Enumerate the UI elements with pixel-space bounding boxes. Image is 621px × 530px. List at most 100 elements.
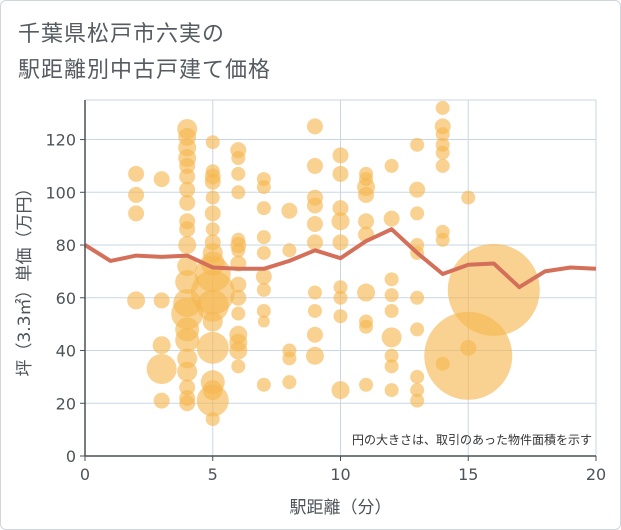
data-bubble <box>333 280 348 295</box>
bubble-layer <box>127 100 540 427</box>
data-bubble <box>306 197 323 214</box>
data-bubble <box>256 282 271 297</box>
data-bubble <box>409 181 426 198</box>
data-bubble <box>256 180 271 195</box>
data-bubble <box>384 272 399 287</box>
data-bubble <box>255 268 272 285</box>
data-bubble <box>333 309 348 324</box>
data-bubble <box>384 158 399 173</box>
data-bubble <box>231 185 246 200</box>
y-tick-label: 80 <box>56 236 76 255</box>
y-tick-label: 120 <box>45 131 76 150</box>
x-tick-label: 0 <box>80 465 90 484</box>
data-bubble <box>357 283 376 302</box>
chart-title-line-2: 駅距離別中古戸建て価格 <box>18 58 272 83</box>
data-bubble <box>256 230 271 245</box>
x-tick-label: 10 <box>330 465 350 484</box>
data-bubble <box>256 245 271 260</box>
data-bubble <box>128 165 145 182</box>
data-bubble <box>307 285 322 300</box>
data-bubble <box>205 190 220 205</box>
data-bubble <box>256 201 271 216</box>
data-bubble <box>179 221 196 238</box>
data-bubble <box>231 166 246 181</box>
data-bubble <box>435 158 450 173</box>
data-bubble <box>196 331 229 364</box>
data-bubble <box>359 377 374 392</box>
data-bubble <box>384 303 399 318</box>
data-bubble <box>435 232 450 247</box>
data-bubble <box>205 412 220 427</box>
data-bubble <box>358 186 375 203</box>
data-bubble <box>127 291 146 310</box>
data-bubble <box>306 118 323 135</box>
x-tick-label: 20 <box>586 465 606 484</box>
y-tick-label: 0 <box>66 447 76 466</box>
data-bubble <box>177 361 198 382</box>
data-bubble <box>229 341 248 360</box>
trend-line-layer <box>83 227 597 290</box>
data-bubble <box>179 181 196 198</box>
data-bubble <box>306 215 323 232</box>
data-bubble <box>231 306 246 321</box>
data-bubble <box>410 383 425 398</box>
data-bubble <box>332 165 349 182</box>
y-tick-label: 100 <box>45 183 76 202</box>
data-bubble <box>282 375 297 390</box>
data-bubble <box>410 137 425 152</box>
data-bubble <box>358 213 375 230</box>
chart-title-line-1: 千葉県松戸市六実の <box>18 22 226 47</box>
data-bubble <box>153 392 170 409</box>
data-bubble <box>281 202 298 219</box>
data-bubble <box>381 327 402 348</box>
data-bubble <box>230 276 247 293</box>
data-bubble <box>175 327 200 352</box>
data-bubble <box>333 290 348 305</box>
data-bubble <box>384 348 399 363</box>
data-bubble <box>179 194 196 211</box>
data-bubble <box>359 319 374 334</box>
data-bubble <box>205 222 220 237</box>
data-bubble <box>146 353 177 384</box>
data-bubble <box>153 171 170 188</box>
data-bubble <box>231 151 246 166</box>
data-bubble <box>307 303 322 318</box>
data-bubble <box>196 289 229 322</box>
data-bubble <box>204 173 221 190</box>
data-bubble <box>410 290 425 305</box>
data-bubble <box>435 100 450 115</box>
data-bubble <box>196 384 229 417</box>
data-bubble <box>256 303 271 318</box>
data-bubble <box>435 145 450 160</box>
data-bubble <box>410 369 425 384</box>
data-bubble <box>256 377 271 392</box>
data-bubble <box>179 168 196 185</box>
data-bubble <box>306 234 323 251</box>
data-bubble <box>305 346 324 365</box>
data-bubble <box>202 311 223 332</box>
bubble-size-note: 円の大きさは、取引のあった物件面積を示す <box>352 432 592 447</box>
data-bubble <box>435 127 450 142</box>
data-bubble <box>410 322 425 337</box>
data-bubble <box>178 236 197 255</box>
y-tick-label: 40 <box>56 342 76 361</box>
data-bubble <box>205 135 220 150</box>
data-bubble <box>331 212 350 231</box>
data-bubble <box>461 190 476 205</box>
data-bubble <box>331 381 350 400</box>
data-bubble <box>282 243 297 258</box>
axis-layer: 0 5 10 15 20 0 20 40 60 80 100 120 <box>45 100 606 484</box>
trend-line <box>83 227 597 290</box>
data-bubble <box>306 326 323 343</box>
data-bubble <box>204 205 221 222</box>
data-bubble <box>282 351 297 366</box>
x-tick-label: 15 <box>458 465 478 484</box>
data-bubble <box>384 359 399 374</box>
y-tick-label: 20 <box>56 394 76 413</box>
data-bubble <box>128 186 145 203</box>
y-axis-label: 坪（3.3㎡）単価（万円） <box>15 179 35 376</box>
data-bubble <box>306 157 323 174</box>
data-bubble <box>179 395 196 412</box>
x-tick-label: 5 <box>208 465 218 484</box>
